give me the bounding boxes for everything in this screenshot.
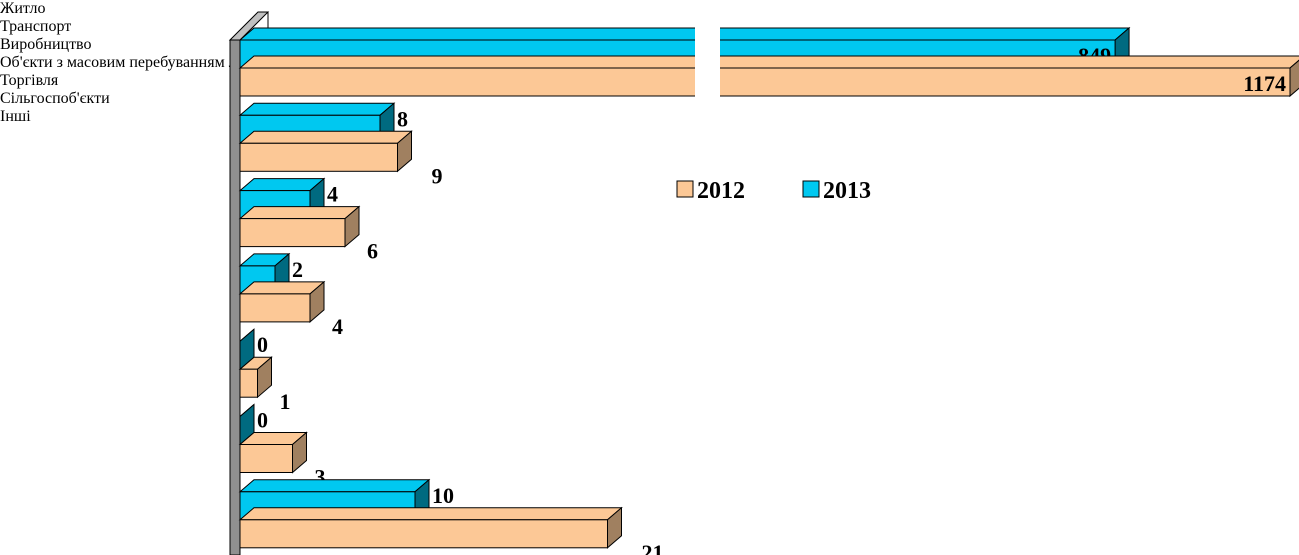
value-label: 4 bbox=[332, 314, 343, 339]
bar-front bbox=[239, 368, 258, 398]
bar-top bbox=[238, 479, 431, 493]
bar-front bbox=[239, 444, 293, 473]
bar-top bbox=[238, 55, 1299, 69]
bar-front bbox=[239, 519, 608, 549]
legend-label: 2012 bbox=[697, 178, 745, 204]
bar bbox=[238, 205, 361, 248]
bar-front bbox=[239, 293, 311, 323]
value-label: 2 bbox=[292, 257, 303, 282]
bar-top bbox=[238, 206, 361, 220]
category-label: Виробництво bbox=[0, 36, 92, 53]
bar bbox=[238, 431, 308, 474]
bar bbox=[238, 506, 623, 549]
value-label: 10 bbox=[432, 483, 454, 508]
category-label: Торгівля bbox=[0, 72, 59, 89]
bar-top bbox=[238, 507, 623, 521]
value-label: 0 bbox=[257, 408, 268, 433]
legend-swatch bbox=[676, 180, 694, 198]
axis-wall bbox=[229, 39, 241, 555]
category-label: Інші bbox=[0, 108, 31, 125]
bar-front bbox=[239, 218, 346, 248]
value-label: 8 bbox=[397, 106, 408, 131]
legend-label: 2013 bbox=[823, 178, 871, 204]
axis-break bbox=[695, 0, 720, 110]
value-label: 21 bbox=[642, 540, 664, 555]
bar-front bbox=[239, 67, 1291, 97]
value-label: 6 bbox=[367, 239, 378, 264]
value-label: 9 bbox=[432, 163, 443, 188]
legend-swatch bbox=[802, 180, 820, 198]
category-label: Об'єкти з масовим перебуванням людей bbox=[0, 54, 272, 71]
bar bbox=[238, 130, 413, 173]
value-label: 3 bbox=[315, 465, 326, 490]
bar-top bbox=[238, 130, 413, 144]
category-label: Транспорт bbox=[0, 18, 72, 35]
value-label: 0 bbox=[257, 332, 268, 357]
bar bbox=[238, 55, 1299, 98]
value-label: 1174 bbox=[1243, 71, 1286, 96]
bar bbox=[238, 356, 273, 399]
category-label: Сільгоспоб'єкти bbox=[0, 90, 110, 107]
bar bbox=[238, 280, 326, 323]
bar-front bbox=[239, 142, 398, 172]
value-label: 1 bbox=[280, 389, 291, 414]
category-label: Житло bbox=[0, 0, 46, 17]
value-label: 4 bbox=[327, 182, 338, 207]
bar-top bbox=[238, 27, 1131, 41]
bar-top bbox=[238, 102, 396, 116]
